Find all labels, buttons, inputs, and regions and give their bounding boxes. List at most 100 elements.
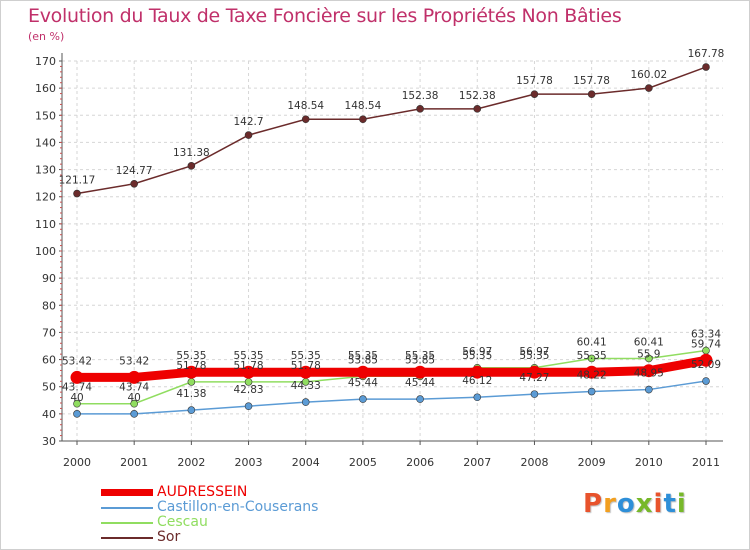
data-label: 142.7 xyxy=(234,116,264,128)
data-point xyxy=(244,402,253,410)
data-point xyxy=(416,105,424,113)
data-label: 152.38 xyxy=(459,90,496,102)
data-label: 51.78 xyxy=(234,360,264,372)
legend-label: Cescau xyxy=(157,514,208,530)
data-label: 51.78 xyxy=(176,360,206,372)
legend-item: AUDRESSEIN xyxy=(101,485,318,500)
logo-letter: i xyxy=(676,489,687,519)
data-label: 55.35 xyxy=(176,350,206,362)
data-point xyxy=(73,399,81,408)
data-label: 43.74 xyxy=(62,382,92,394)
logo-letter: x xyxy=(635,489,654,519)
data-point xyxy=(645,84,653,92)
data-point xyxy=(530,90,539,98)
data-label: 48.95 xyxy=(634,368,664,380)
y-tick-label: 160 xyxy=(35,82,56,95)
x-tick-label: 2007 xyxy=(463,456,491,469)
data-label: 55.35 xyxy=(519,350,549,362)
legend-swatch xyxy=(101,521,153,524)
data-point xyxy=(416,395,424,403)
data-label: 53.85 xyxy=(348,354,378,366)
x-tick-label: 2006 xyxy=(406,456,434,469)
y-tick-label: 150 xyxy=(35,109,56,122)
data-point xyxy=(70,370,84,384)
data-point xyxy=(301,115,310,124)
y-tick-label: 50 xyxy=(42,381,56,394)
y-tick-label: 30 xyxy=(42,435,56,448)
legend-item: Sor xyxy=(101,530,318,545)
y-tick-label: 170 xyxy=(35,55,56,68)
data-label: 157.78 xyxy=(516,75,553,87)
y-tick-label: 130 xyxy=(35,164,56,177)
x-tick-label: 2002 xyxy=(177,456,205,469)
unit-label: (en %) xyxy=(28,30,65,43)
legend-label: Castillon-en-Couserans xyxy=(157,499,319,515)
data-label: 55.35 xyxy=(405,350,435,362)
proxiti-logo: Proxiti xyxy=(583,489,687,519)
legend-swatch xyxy=(101,536,153,539)
data-label: 60.41 xyxy=(577,336,607,348)
series-line-castillon-en-couserans xyxy=(77,380,707,415)
data-point xyxy=(242,365,256,379)
data-label: 53.85 xyxy=(405,354,435,366)
data-label: 48.22 xyxy=(577,370,607,382)
data-point xyxy=(187,162,196,170)
data-point xyxy=(187,378,196,386)
data-label: 41.38 xyxy=(176,388,206,400)
x-tick-label: 2000 xyxy=(63,456,91,469)
x-tick-label: 2009 xyxy=(578,456,606,469)
data-label: 45.44 xyxy=(405,377,435,389)
x-tick-label: 2010 xyxy=(635,456,663,469)
data-point xyxy=(585,365,599,379)
data-label: 131.38 xyxy=(173,147,210,159)
data-label: 148.54 xyxy=(345,100,382,112)
data-label: 56.97 xyxy=(519,346,549,358)
data-label: 52.09 xyxy=(691,359,721,371)
data-point xyxy=(702,63,710,71)
chart-title: Evolution du Taux de Taxe Foncière sur l… xyxy=(28,5,622,27)
data-label: 44.33 xyxy=(291,380,321,392)
data-point xyxy=(127,370,141,384)
data-label: 40 xyxy=(127,392,140,404)
legend-swatch xyxy=(101,489,153,496)
data-point xyxy=(413,365,427,379)
data-point xyxy=(645,354,653,363)
data-point xyxy=(359,395,367,403)
data-label: 148.54 xyxy=(287,100,324,112)
data-point xyxy=(699,353,713,367)
y-tick-label: 80 xyxy=(42,299,56,312)
data-label: 46.12 xyxy=(462,375,492,387)
x-tick-label: 2004 xyxy=(292,456,320,469)
data-point xyxy=(587,387,596,396)
data-label: 55.35 xyxy=(462,350,492,362)
y-tick-label: 60 xyxy=(42,354,56,367)
data-point xyxy=(473,393,482,402)
data-point xyxy=(299,365,313,379)
data-point xyxy=(130,179,138,188)
data-label: 43.74 xyxy=(119,382,149,394)
data-point xyxy=(130,410,138,418)
data-point xyxy=(130,399,138,408)
data-label: 167.78 xyxy=(688,48,725,60)
logo-letter: P xyxy=(583,489,604,519)
legend-swatch xyxy=(101,506,153,509)
x-tick-label: 2008 xyxy=(520,456,548,469)
data-point xyxy=(73,410,81,418)
legend-label: AUDRESSEIN xyxy=(157,484,248,500)
data-label: 152.38 xyxy=(402,90,439,102)
x-tick-label: 2001 xyxy=(120,456,148,469)
data-label: 53.42 xyxy=(119,355,149,367)
data-point xyxy=(73,189,81,198)
legend-label: Sor xyxy=(157,529,181,545)
data-label: 160.02 xyxy=(630,69,667,81)
data-label: 121.17 xyxy=(59,175,96,187)
data-label: 45.44 xyxy=(348,377,378,389)
logo-letter: o xyxy=(616,489,636,519)
logo-letter: t xyxy=(663,489,677,519)
x-tick-label: 2003 xyxy=(235,456,263,469)
x-tick-label: 2011 xyxy=(692,456,720,469)
data-label: 59.74 xyxy=(691,338,721,350)
series-line-audressein xyxy=(72,355,711,382)
data-label: 124.77 xyxy=(116,165,153,177)
